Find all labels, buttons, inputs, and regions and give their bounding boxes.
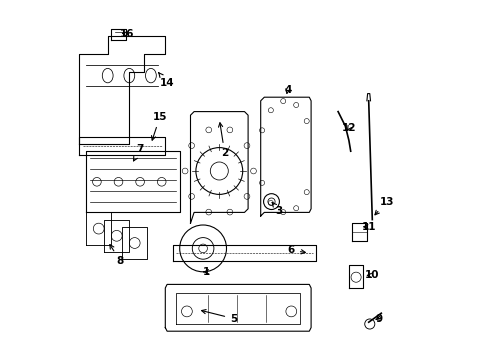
Text: 1: 1 [203,267,210,277]
Text: 15: 15 [151,112,167,140]
Text: 13: 13 [374,197,393,215]
Text: 3: 3 [272,202,282,216]
Text: 14: 14 [158,73,174,88]
Text: 8: 8 [110,244,123,266]
Text: 16: 16 [120,29,135,39]
Text: 7: 7 [133,144,143,161]
Text: 9: 9 [375,314,382,324]
Text: 6: 6 [287,245,305,255]
Text: 4: 4 [284,85,291,95]
Text: 11: 11 [361,222,375,232]
Text: 12: 12 [341,123,355,133]
Text: 2: 2 [218,123,228,158]
Text: 5: 5 [201,310,237,324]
Text: 10: 10 [365,270,379,280]
